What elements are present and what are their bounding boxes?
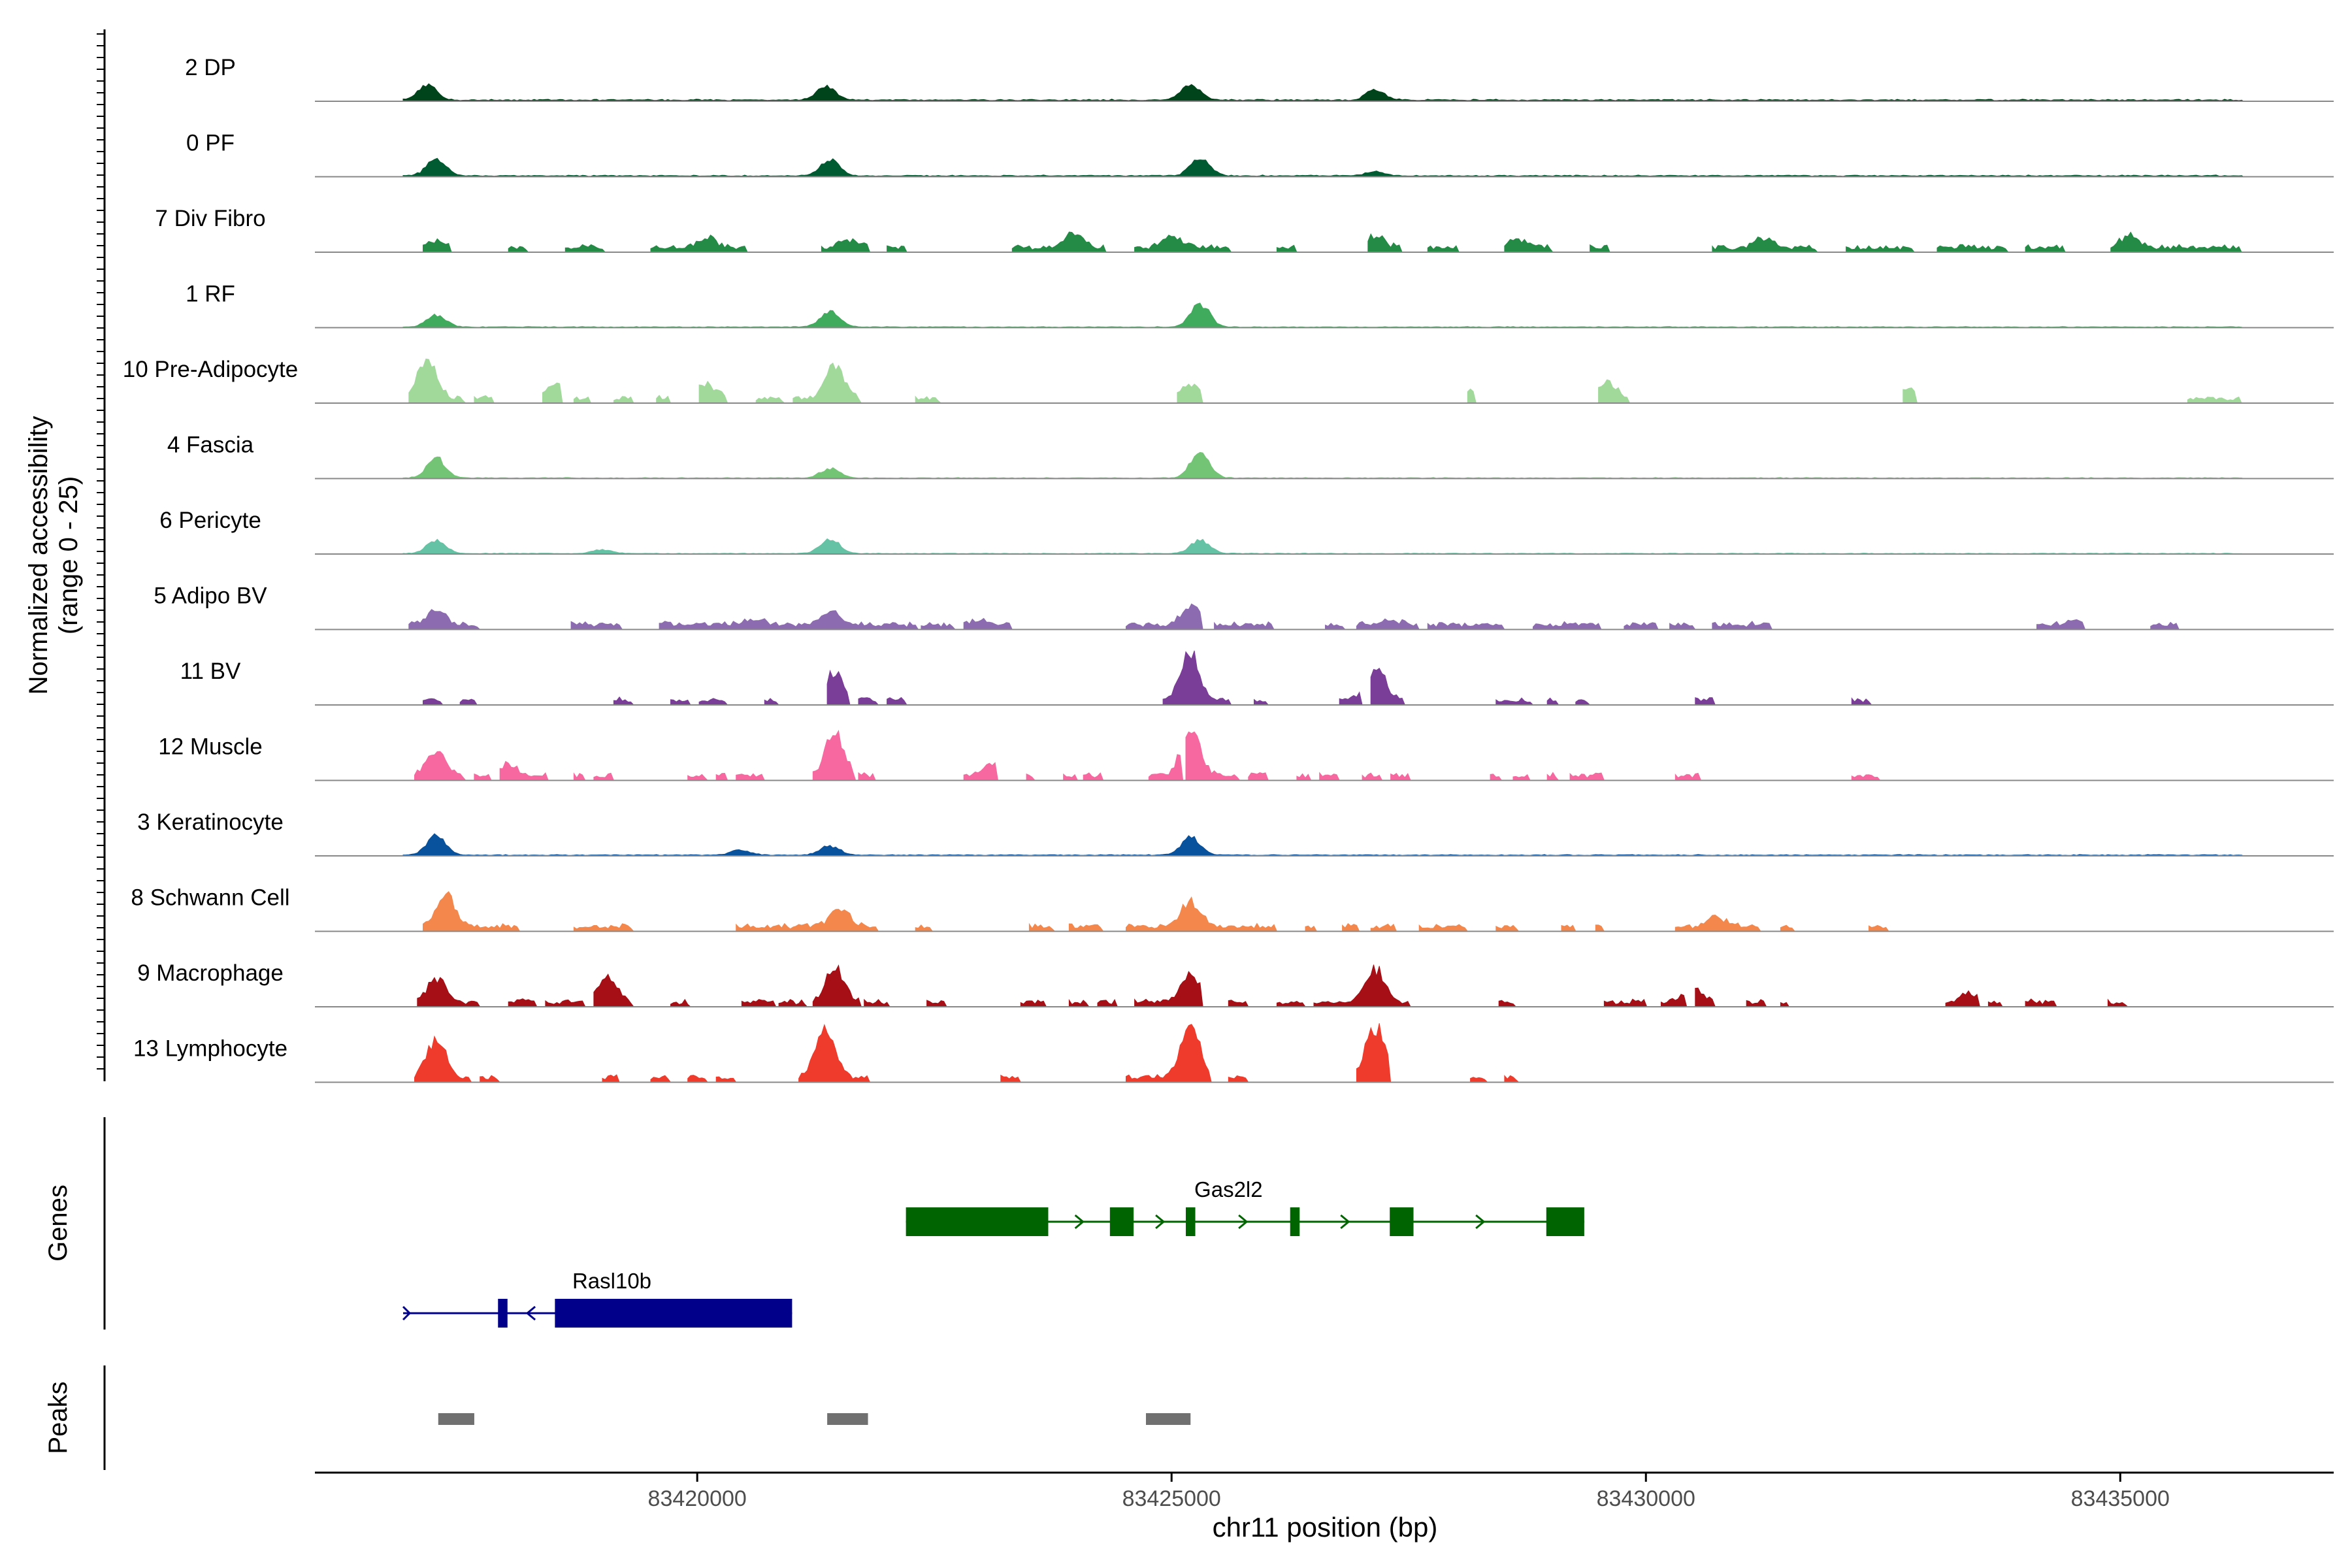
coverage-area <box>423 650 1872 706</box>
coverage-area <box>402 451 2244 479</box>
gene-rasl10b: Rasl10b <box>402 1269 792 1328</box>
y-axis-title-line2: (range 0 - 25) <box>54 476 83 634</box>
track-9: 11 BV <box>180 650 2334 706</box>
track-label: 9 Macrophage <box>137 960 284 986</box>
strand-chevron <box>1340 1214 1350 1230</box>
exon <box>1185 1207 1196 1236</box>
strand-chevron <box>402 1305 412 1321</box>
track-label: 13 Lymphocyte <box>133 1036 287 1062</box>
exon <box>498 1299 508 1328</box>
track-label: 1 RF <box>186 282 235 307</box>
track-label: 2 DP <box>185 55 236 80</box>
track-10: 12 Muscle <box>158 730 2334 781</box>
coverage-area <box>408 358 2242 404</box>
track-13: 9 Macrophage <box>137 960 2334 1007</box>
coverage-tracks: 2 DP 0 PF 7 Div Fibro 1 RF 10 Pre-Adipocyte 4… <box>123 55 2334 1083</box>
x-axis-label: chr11 position (bp) <box>1213 1512 1438 1543</box>
peak-regions <box>438 1413 1191 1425</box>
coverage-y-ticks <box>97 33 105 1070</box>
exon <box>1546 1207 1584 1236</box>
coverage-area <box>402 83 2245 102</box>
track-label: 5 Adipo BV <box>154 583 267 609</box>
gene-gas2l2: Gas2l2 <box>906 1177 1584 1236</box>
gene-annotations: Gas2l2 Rasl10b <box>402 1177 1584 1328</box>
y-axis-title: Normalized accessibility (range 0 - 25) <box>24 416 83 695</box>
exon <box>1390 1207 1414 1236</box>
track-label: 3 Keratinocyte <box>137 809 284 835</box>
exon <box>555 1299 792 1328</box>
track-2: 0 PF <box>186 131 2334 178</box>
gene-label: Gas2l2 <box>1194 1177 1263 1201</box>
coverage-area <box>423 231 2242 253</box>
coverage-area <box>402 833 2244 857</box>
track-4: 1 RF <box>186 282 2334 329</box>
track-3: 7 Div Fibro <box>155 206 2334 253</box>
peak-region <box>1146 1413 1191 1425</box>
x-tick-label: 83420000 <box>648 1486 747 1511</box>
track-14: 13 Lymphocyte <box>133 1023 2334 1083</box>
track-6: 4 Fascia <box>167 433 2334 480</box>
coverage-area <box>402 157 2245 177</box>
coverage-area <box>408 603 2180 630</box>
peak-region <box>438 1413 474 1425</box>
exon <box>906 1207 1049 1236</box>
track-5: 10 Pre-Adipocyte <box>123 357 2334 404</box>
strand-chevron <box>1074 1214 1085 1230</box>
coverage-area <box>402 538 2244 555</box>
track-7: 6 Pericyte <box>159 508 2334 555</box>
track-label: 6 Pericyte <box>159 508 261 533</box>
track-8: 5 Adipo BV <box>154 583 2334 630</box>
coverage-area <box>414 1023 1520 1083</box>
coverage-area <box>414 730 1881 781</box>
x-tick-label: 83430000 <box>1597 1486 1695 1511</box>
y-axis-title-line1: Normalized accessibility <box>24 416 53 695</box>
strand-chevron <box>525 1305 536 1321</box>
peak-region <box>827 1413 868 1425</box>
x-axis-ticks: 83420000 83425000 83430000 83435000 <box>648 1473 2170 1511</box>
track-label: 0 PF <box>186 131 235 156</box>
track-11: 3 Keratinocyte <box>137 809 2334 857</box>
track-12: 8 Schwann Cell <box>131 885 2334 932</box>
track-label: 10 Pre-Adipocyte <box>123 357 298 382</box>
track-label: 4 Fascia <box>167 433 254 458</box>
strand-chevron <box>1155 1214 1166 1230</box>
strand-chevron <box>1238 1214 1249 1230</box>
track-1: 2 DP <box>185 55 2334 102</box>
gene-label: Rasl10b <box>572 1269 651 1293</box>
peaks-panel-label: Peaks <box>44 1381 73 1454</box>
x-tick-label: 83425000 <box>1122 1486 1221 1511</box>
coverage-area <box>402 302 2244 328</box>
exon <box>1109 1207 1134 1236</box>
genes-panel-label: Genes <box>44 1184 73 1262</box>
strand-chevron <box>1475 1214 1486 1230</box>
exon <box>1290 1207 1300 1236</box>
coverage-area <box>417 964 2129 1007</box>
track-label: 12 Muscle <box>158 734 263 760</box>
track-label: 7 Div Fibro <box>155 206 265 231</box>
track-label: 8 Schwann Cell <box>131 885 289 911</box>
coverage-area <box>423 890 1889 932</box>
track-label: 11 BV <box>180 659 241 684</box>
x-tick-label: 83435000 <box>2071 1486 2170 1511</box>
